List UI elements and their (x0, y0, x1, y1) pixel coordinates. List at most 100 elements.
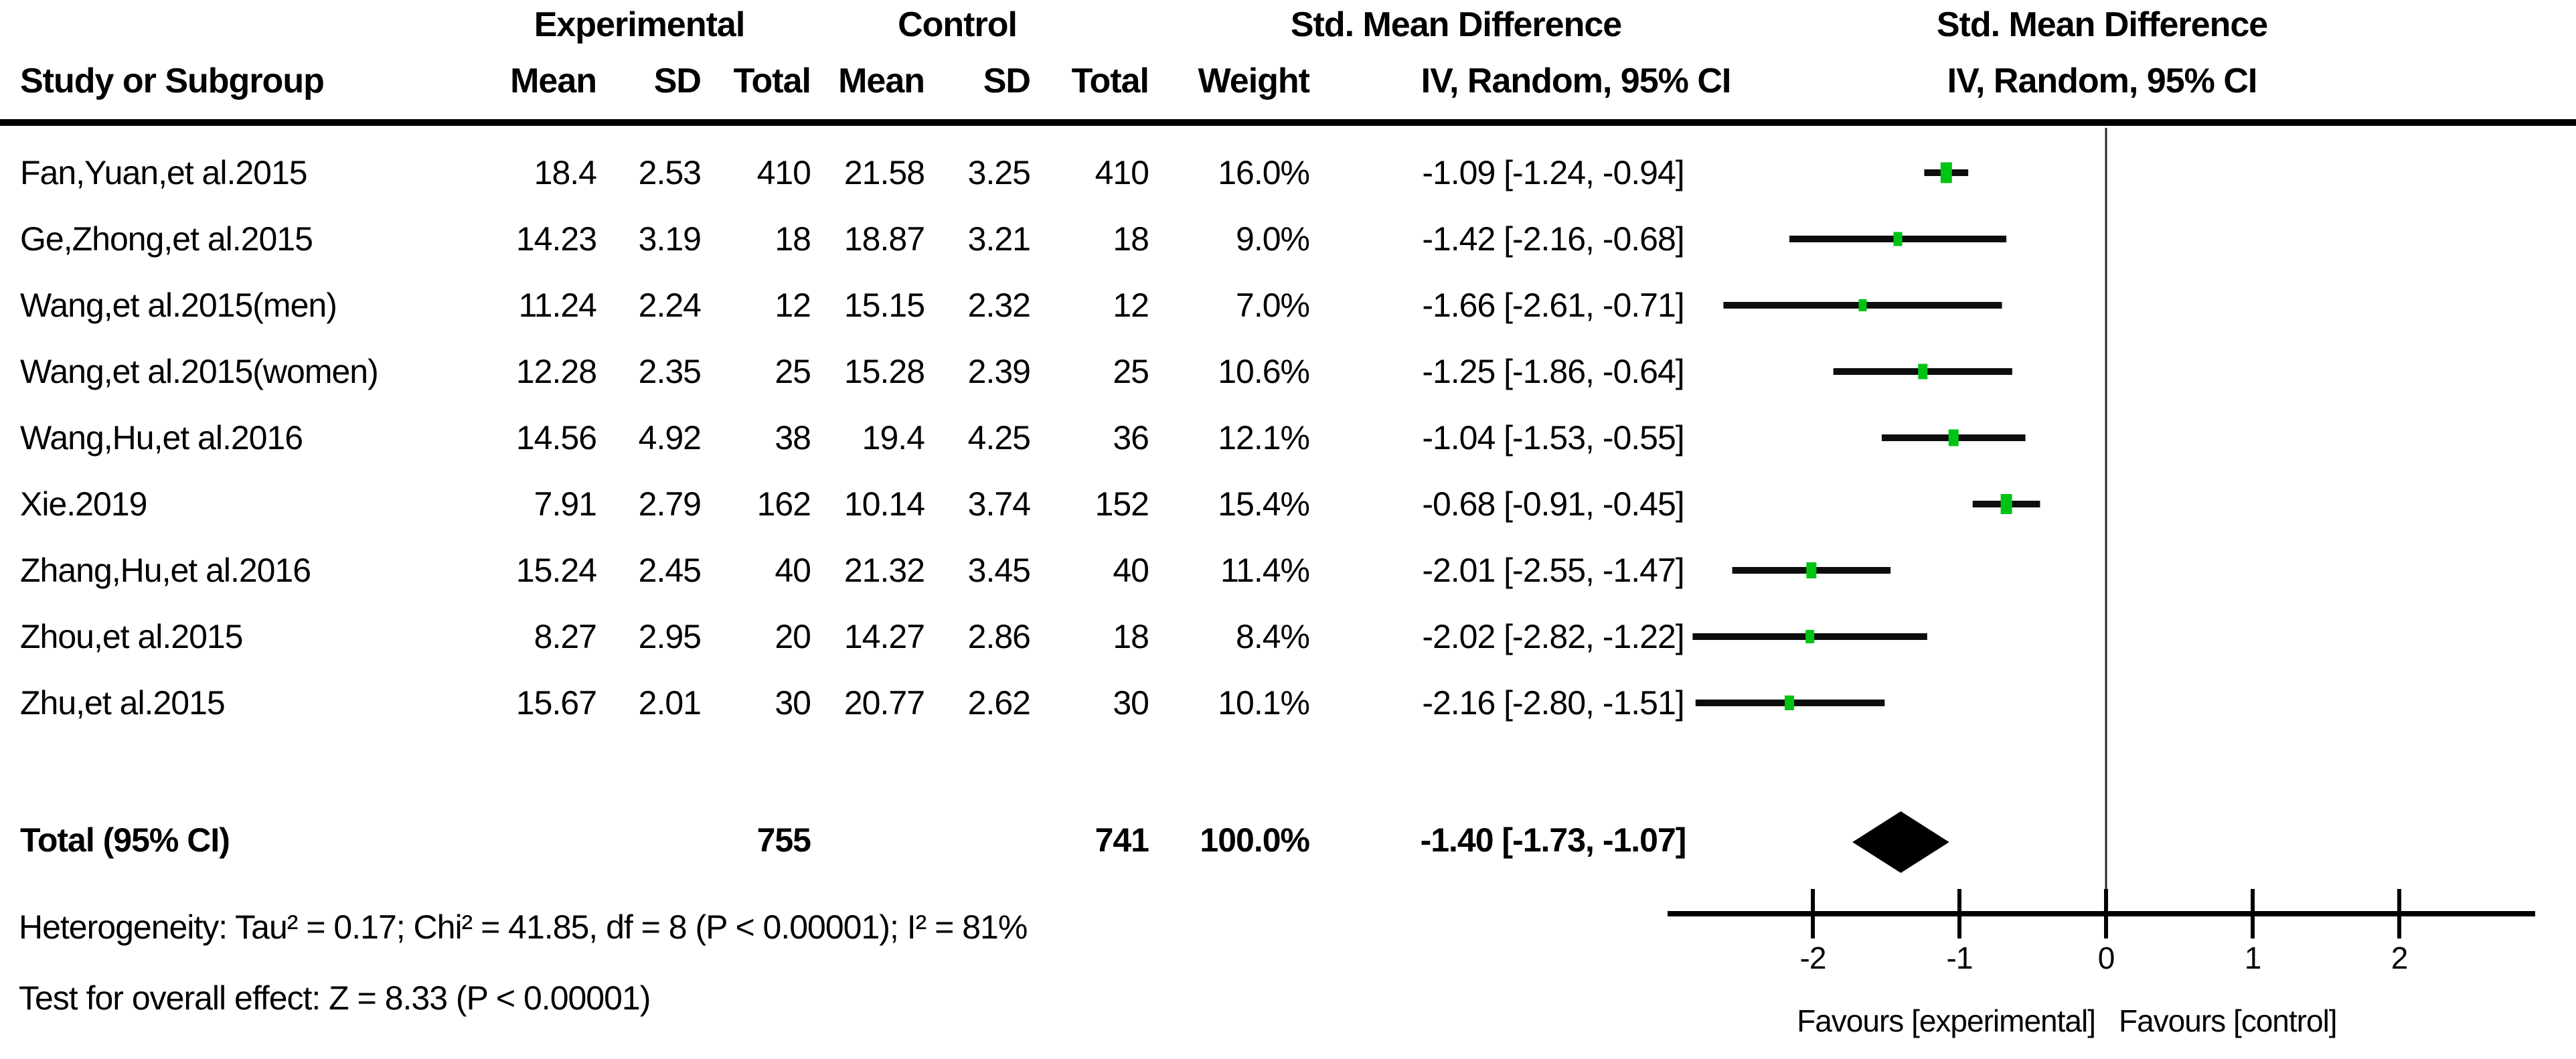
study-ctl-sd: 2.39 (967, 353, 1031, 390)
study-ctl-total: 18 (1113, 220, 1149, 258)
study-ci-text: -1.09 [-1.24, -0.94] (1422, 154, 1684, 191)
study-ctl-total: 30 (1113, 684, 1149, 722)
study-name: Zhu,et al.2015 (20, 684, 226, 722)
header-ctl-sd: SD (983, 62, 1031, 100)
study-exp-mean: 14.23 (515, 220, 597, 258)
study-exp-sd: 3.19 (638, 220, 702, 258)
study-exp-mean: 12.28 (515, 353, 597, 390)
study-ci-text: -0.68 [-0.91, -0.45] (1422, 485, 1684, 523)
study-name: Wang,Hu,et al.2016 (20, 419, 303, 457)
heterogeneity-note: Heterogeneity: Tau² = 0.17; Chi² = 41.85… (19, 908, 1028, 946)
group-title-experimental: Experimental (534, 5, 746, 44)
study-exp-mean: 15.24 (515, 552, 597, 589)
study-ctl-total: 12 (1113, 287, 1149, 324)
study-ci-text: -1.25 [-1.86, -0.64] (1422, 353, 1684, 390)
axis-tick (2104, 889, 2108, 939)
axis-tick-label: -1 (1946, 941, 1974, 975)
study-exp-mean: 7.91 (534, 485, 597, 523)
study-name: Ge,Zhong,et al.2015 (20, 220, 313, 258)
study-name: Fan,Yuan,et al.2015 (20, 154, 308, 191)
study-ctl-sd: 3.74 (967, 485, 1031, 523)
study-exp-total: 12 (775, 287, 811, 324)
study-ctl-mean: 15.15 (843, 287, 925, 324)
header-iv-left: IV, Random, 95% CI (1421, 62, 1732, 100)
study-ci-text: -2.16 [-2.80, -1.51] (1422, 684, 1684, 722)
axis-tick-label: 0 (2097, 941, 2115, 975)
study-exp-sd: 2.24 (638, 287, 702, 324)
total-exp-n: 755 (756, 821, 811, 859)
study-exp-total: 40 (775, 552, 811, 589)
study-exp-total: 410 (756, 154, 811, 191)
study-exp-mean: 11.24 (518, 287, 597, 324)
study-exp-total: 25 (775, 353, 811, 390)
study-weight: 10.6% (1218, 353, 1310, 390)
effect-marker (1806, 562, 1817, 578)
study-weight: 15.4% (1218, 485, 1310, 523)
overall-effect-note: Test for overall effect: Z = 8.33 (P < 0… (19, 979, 651, 1017)
study-ctl-sd: 2.86 (967, 618, 1031, 655)
study-exp-sd: 2.45 (638, 552, 702, 589)
study-ci-text: -2.01 [-2.55, -1.47] (1422, 552, 1684, 589)
axis-tick-label: 1 (2244, 941, 2262, 975)
total-ctl-n: 741 (1095, 821, 1149, 859)
axis-tick (1811, 889, 1815, 939)
effect-marker (1805, 630, 1815, 643)
study-name: Wang,et al.2015(women) (20, 353, 379, 390)
effect-marker (1940, 162, 1952, 183)
header-iv-right: IV, Random, 95% CI (1947, 62, 2258, 100)
study-weight: 8.4% (1236, 618, 1310, 655)
effect-marker (1893, 232, 1903, 246)
header-exp-total: Total (733, 62, 811, 100)
effect-marker (1858, 299, 1867, 311)
study-exp-sd: 2.79 (638, 485, 702, 523)
favours-control-label: Favours [control] (2119, 1003, 2338, 1038)
header-separator-line (0, 119, 2576, 126)
study-ctl-total: 152 (1095, 485, 1149, 523)
study-ctl-mean: 10.14 (843, 485, 925, 523)
study-ctl-sd: 2.32 (967, 287, 1031, 324)
study-ci-text: -1.66 [-2.61, -0.71] (1422, 287, 1684, 324)
x-axis-line (1668, 911, 2535, 916)
study-ctl-total: 36 (1113, 419, 1149, 457)
study-exp-total: 162 (756, 485, 811, 523)
study-ctl-sd: 2.62 (967, 684, 1031, 722)
column-title-smd-right: Std. Mean Difference (1936, 5, 2268, 44)
study-ctl-mean: 21.32 (843, 552, 925, 589)
axis-tick-label: -2 (1799, 941, 1827, 975)
effect-marker (1784, 696, 1794, 710)
group-title-control: Control (898, 5, 1018, 44)
axis-tick (2397, 889, 2401, 939)
study-exp-total: 20 (775, 618, 811, 655)
study-exp-mean: 15.67 (515, 684, 597, 722)
favours-experimental-label: Favours [experimental] (1797, 1003, 2096, 1038)
effect-marker (2000, 494, 2012, 514)
study-ctl-mean: 18.87 (843, 220, 925, 258)
header-ctl-total: Total (1071, 62, 1149, 100)
study-ctl-mean: 19.4 (862, 419, 925, 457)
study-ctl-mean: 15.28 (843, 353, 925, 390)
study-ctl-total: 40 (1113, 552, 1149, 589)
header-exp-sd: SD (653, 62, 702, 100)
study-weight: 10.1% (1218, 684, 1310, 722)
axis-tick-label: 2 (2391, 941, 2409, 975)
study-exp-sd: 2.35 (638, 353, 702, 390)
study-exp-sd: 2.53 (638, 154, 702, 191)
axis-tick (2251, 889, 2255, 939)
study-name: Zhang,Hu,et al.2016 (20, 552, 311, 589)
header-weight: Weight (1198, 62, 1310, 100)
study-ctl-sd: 4.25 (967, 419, 1031, 457)
summary-diamond (1852, 811, 1949, 873)
total-ci-text: -1.40 [-1.73, -1.07] (1420, 821, 1687, 859)
effect-marker (1918, 363, 1928, 380)
study-exp-mean: 14.56 (515, 419, 597, 457)
study-ci-text: -2.02 [-2.82, -1.22] (1422, 618, 1684, 655)
study-ctl-mean: 21.58 (843, 154, 925, 191)
study-ci-text: -1.04 [-1.53, -0.55] (1422, 419, 1684, 457)
effect-marker (1948, 429, 1959, 446)
study-exp-sd: 2.95 (638, 618, 702, 655)
study-ctl-mean: 14.27 (843, 618, 925, 655)
study-ctl-total: 18 (1113, 618, 1149, 655)
study-exp-total: 38 (775, 419, 811, 457)
